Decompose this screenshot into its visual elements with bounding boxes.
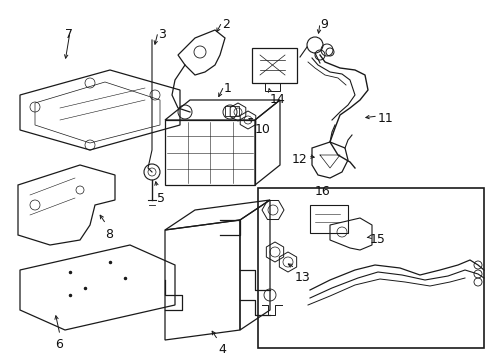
Text: 7: 7 (65, 28, 73, 41)
Text: 6: 6 (55, 338, 63, 351)
Bar (258, 188, 483, 348)
Bar (309, 205, 347, 233)
Text: 16: 16 (314, 185, 330, 198)
Text: 11: 11 (377, 112, 393, 125)
Text: 8: 8 (105, 228, 113, 241)
Bar (164, 120, 254, 185)
Text: 12: 12 (291, 153, 307, 166)
Text: 10: 10 (254, 123, 270, 136)
Bar (224, 106, 239, 116)
Text: 5: 5 (157, 192, 164, 205)
Text: 4: 4 (218, 343, 225, 356)
Text: 9: 9 (319, 18, 327, 31)
Text: 1: 1 (224, 82, 231, 95)
Bar (264, 83, 280, 91)
Text: 3: 3 (158, 28, 165, 41)
Text: 14: 14 (269, 93, 285, 106)
Text: 15: 15 (369, 233, 385, 246)
Bar (251, 48, 296, 83)
Text: 13: 13 (294, 271, 310, 284)
Text: 2: 2 (222, 18, 229, 31)
